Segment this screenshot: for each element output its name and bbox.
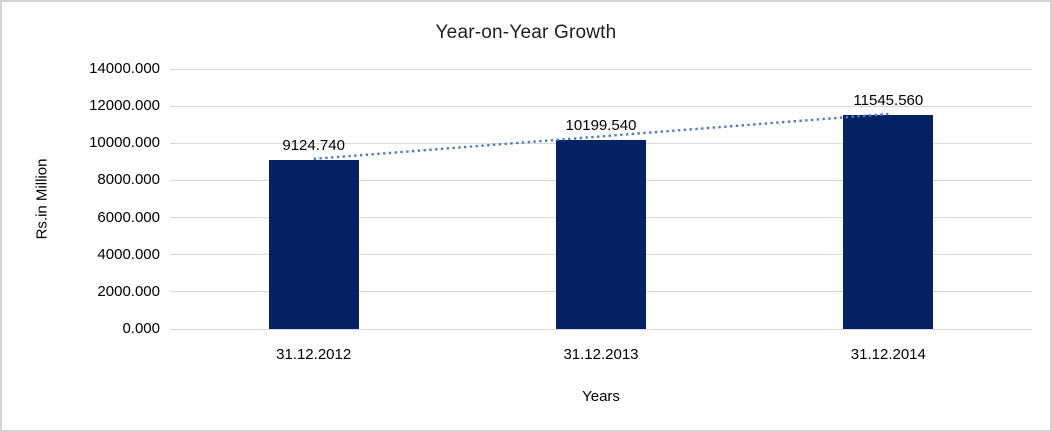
- y-tick-label: 4000.000: [97, 245, 160, 263]
- x-tick-label: 31.12.2012: [276, 346, 352, 363]
- y-tick-label: 12000.000: [89, 97, 160, 115]
- y-tick-label: 0.000: [122, 320, 160, 337]
- bar-data-label: 11545.560: [853, 91, 924, 109]
- y-gridline: [170, 105, 1032, 107]
- x-tick-label: 31.12.2013: [563, 346, 639, 363]
- bar-data-label: 9124.740: [282, 136, 345, 154]
- bar-data-label: 10199.540: [565, 116, 637, 134]
- y-gridline: [170, 68, 1032, 70]
- y-tick-label: 6000.000: [97, 208, 160, 226]
- y-tick-label: 8000.000: [97, 171, 160, 189]
- y-gridline: [170, 328, 1032, 330]
- y-tick-label: 10000.000: [89, 134, 160, 152]
- x-axis-title: Years: [582, 388, 620, 405]
- bar: [556, 139, 646, 329]
- bar: [843, 114, 934, 329]
- x-tick-label: 31.12.2014: [850, 346, 926, 363]
- bar: [268, 159, 359, 329]
- chart-title: Year-on-Year Growth: [435, 22, 617, 43]
- y-tick-label: 2000.000: [97, 282, 160, 300]
- y-axis-title: Rs.in Million: [33, 158, 51, 240]
- y-tick-label: 14000.000: [89, 60, 160, 77]
